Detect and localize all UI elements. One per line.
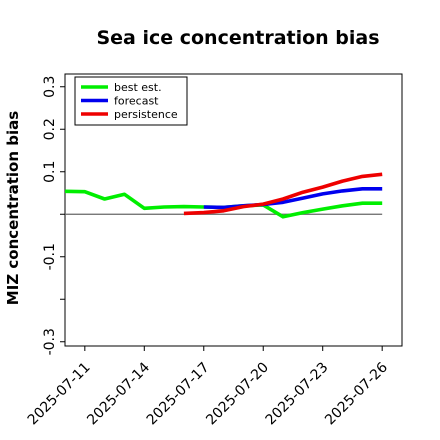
y-tick-label: 0.2 [42,118,58,140]
x-tick-label: 2025-07-17 [144,360,213,429]
x-tick-label: 2025-07-11 [25,360,94,429]
series-line-best-est [64,189,383,219]
legend-label: persistence [114,108,178,121]
plot-frame [64,73,403,347]
x-tick-label: 2025-07-23 [263,360,332,429]
chart-title: Sea ice concentration bias [96,27,379,49]
y-tick-label: 0.3 [42,76,58,98]
legend-label: best est. [114,81,162,94]
y-axis-label: MIZ concentration bias [4,111,22,305]
y-tick-label: -0.1 [42,243,58,270]
x-tick-label: 2025-07-26 [322,359,391,428]
y-tick-label: 0.1 [42,161,58,183]
y-tick-label: -0.3 [42,328,58,355]
series-line-forecast [203,187,383,210]
x-tick-label: 2025-07-20 [203,360,272,429]
y-axis-ticks: -0.3 -0.1 0.1 0.2 0.3 [42,76,65,355]
series-group [64,172,383,219]
series-line-persistence [183,172,383,216]
legend-label: forecast [114,95,159,108]
x-axis-ticks: 2025-07-112025-07-142025-07-172025-07-20… [25,346,391,428]
x-tick-label: 2025-07-14 [84,359,153,428]
